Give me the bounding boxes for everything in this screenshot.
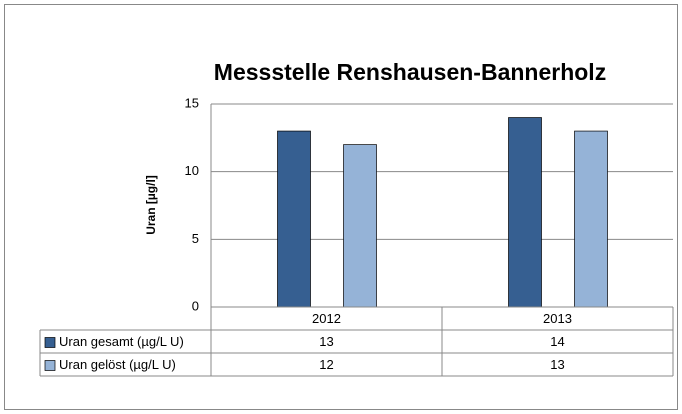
table-value: 13 [319,334,333,349]
legend-swatch [44,360,56,371]
legend-label: Uran gelöst (µg/L U) [59,357,176,372]
x-tick-label: 2013 [543,311,572,326]
legend-swatch [44,337,56,348]
y-tick-label: 15 [185,95,199,110]
y-tick-label: 0 [192,298,199,313]
chart-border [4,4,678,410]
y-tick-label: 5 [192,231,199,246]
chart-title: Messstelle Renshausen-Bannerholz [214,59,606,85]
x-tick-label: 2012 [312,311,341,326]
table-value: 12 [319,357,333,372]
bar [277,130,311,308]
bar [574,130,608,308]
y-tick-label: 10 [185,163,199,178]
y-axis-label: Uran [µg/l] [144,175,158,235]
table-value: 13 [550,357,564,372]
bar [508,117,542,308]
bar [343,144,377,308]
legend-label: Uran gesamt (µg/L U) [59,334,184,349]
table-value: 14 [550,334,564,349]
